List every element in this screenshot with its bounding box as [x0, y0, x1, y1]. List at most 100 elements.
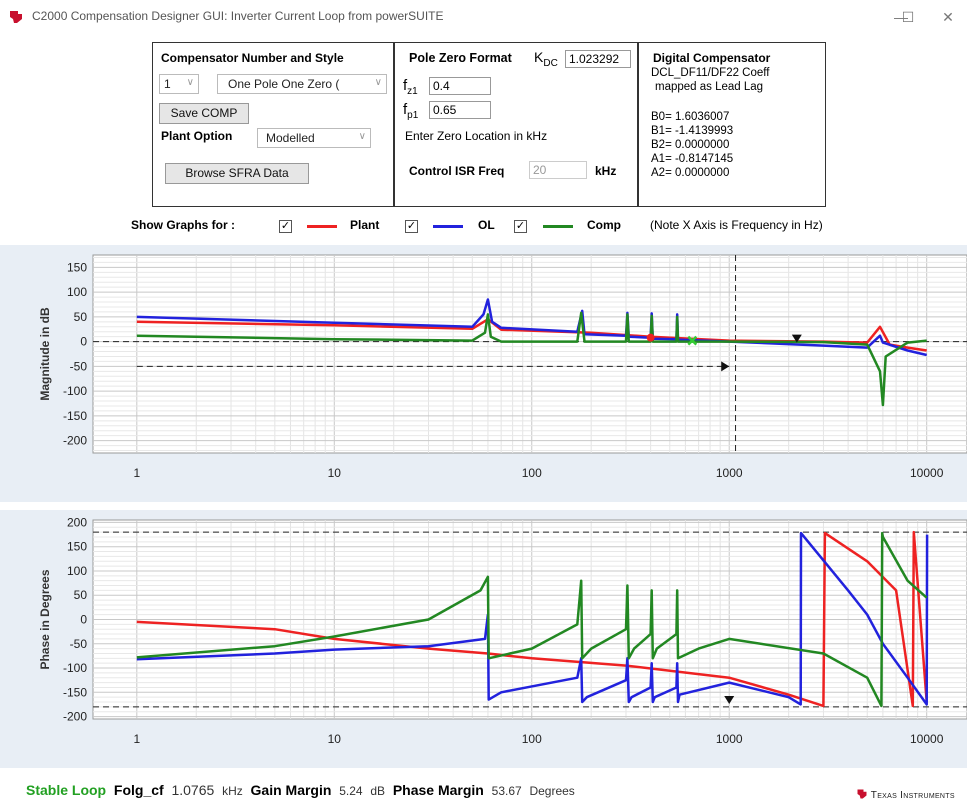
folg-unit: kHz — [222, 784, 243, 798]
digital-compensator-panel: Digital Compensator DCL_DF11/DF22 Coeff … — [638, 42, 826, 207]
gain-margin-value: 5.24 — [339, 784, 363, 798]
gain-margin-label: Gain Margin — [250, 782, 332, 798]
compensator-style-value: One Pole One Zero ( — [228, 77, 340, 91]
x-tick-label: 1000 — [716, 466, 743, 480]
phase-margin-label: Phase Margin — [392, 782, 484, 798]
ti-brand-text: Texas Instruments — [870, 790, 955, 801]
y-tick-label: 150 — [67, 260, 87, 274]
plot-frame — [92, 254, 967, 454]
browse-sfra-button[interactable]: Browse SFRA Data — [165, 163, 309, 184]
ti-brand-icon — [857, 789, 867, 799]
ti-logo-icon — [10, 11, 22, 23]
phase-margin-value: 53.67 — [491, 784, 522, 798]
chevron-down-icon: ∨ — [358, 131, 366, 142]
margin-marker — [791, 334, 802, 343]
digital-line1: DCL_DF11/DF22 Coeff — [651, 67, 770, 79]
y-tick-label: 200 — [67, 515, 87, 529]
plant-swatch — [307, 225, 337, 228]
y-tick-label: 0 — [80, 335, 87, 349]
minimize-button[interactable]: — — [894, 9, 908, 25]
x-tick-label: 10000 — [910, 732, 944, 746]
plant-checkbox[interactable]: ✓ — [279, 220, 292, 233]
chevron-down-icon: ∨ — [374, 77, 382, 88]
digital-line2: mapped as Lead Lag — [655, 81, 764, 93]
graph-legend: Show Graphs for : ✓ Plant ✓ OL ✓ Comp (N… — [0, 214, 967, 238]
y-tick-label: 50 — [74, 310, 88, 324]
save-comp-button[interactable]: Save COMP — [159, 103, 249, 124]
chevron-down-icon: ∨ — [186, 77, 194, 88]
isr-freq-label: Control ISR Freq — [409, 164, 505, 178]
y-tick-label: -150 — [63, 409, 87, 423]
status-bar: Stable Loop Folg_cf 1.0765 kHz Gain Marg… — [26, 782, 575, 798]
close-button[interactable]: ✕ — [942, 9, 954, 25]
stable-loop-label: Stable Loop — [26, 782, 107, 798]
y-tick-label: -200 — [63, 710, 87, 724]
kdc-label: KDC — [534, 49, 558, 69]
series-plant — [136, 530, 928, 708]
compensator-number-select[interactable]: 1 ∨ — [159, 74, 199, 94]
ol-checkbox[interactable]: ✓ — [405, 220, 418, 233]
x-tick-label: 1 — [133, 732, 140, 746]
comp-legend-label: Comp — [587, 218, 621, 232]
fp1-input[interactable]: 0.65 — [429, 101, 491, 119]
coeff-b1: B1= -1.4139993 — [651, 125, 734, 137]
pole-zero-panel: Pole Zero Format KDC 1.023292 fz1 0.4 fp… — [394, 42, 638, 207]
maximize-button[interactable]: ☐ — [901, 9, 915, 25]
ti-brand: Texas Instruments — [856, 788, 955, 801]
x-tick-label: 100 — [522, 732, 542, 746]
gain-margin-unit: dB — [370, 784, 386, 798]
series-comp — [136, 531, 928, 708]
compensator-header: Compensator Number and Style — [161, 51, 344, 65]
x-tick-label: 10 — [328, 466, 342, 480]
isr-freq-input[interactable]: 20 — [529, 161, 587, 179]
fp1-label: fp1 — [403, 101, 419, 121]
ol-legend-label: OL — [478, 218, 495, 232]
pole-zero-header: Pole Zero Format — [409, 51, 512, 65]
x-tick-label: 100 — [522, 466, 542, 480]
show-graphs-label: Show Graphs for : — [131, 218, 236, 232]
y-tick-label: -200 — [63, 434, 87, 448]
magnitude-chart: 150 100 50 0 -50 -100 -150 -200 1 10 100 1000 10000 M… — [38, 254, 967, 480]
fz1-input[interactable]: 0.4 — [429, 77, 491, 95]
x-tick-label: 1000 — [716, 732, 743, 746]
digital-header: Digital Compensator — [653, 51, 771, 65]
compensator-panel: Compensator Number and Style 1 ∨ One Pol… — [152, 42, 394, 207]
plant-option-label: Plant Option — [161, 129, 233, 143]
coeff-a2: A2= 0.0000000 — [651, 167, 730, 179]
x-tick-label: 10 — [328, 732, 342, 746]
y-axis-label: Phase in Degrees — [38, 569, 52, 669]
title-bar: C2000 Compensation Designer GUI: Inverte… — [0, 0, 967, 34]
series-ol — [136, 298, 927, 357]
plant-option-value: Modelled — [266, 131, 315, 145]
coeff-b2: B2= 0.0000000 — [651, 139, 730, 151]
compensator-style-select[interactable]: One Pole One Zero ( ∨ — [217, 74, 387, 94]
y-tick-label: 100 — [67, 285, 87, 299]
comp-swatch — [543, 225, 573, 228]
y-tick-label: 100 — [67, 564, 87, 578]
y-axis-label: Magnitude in dB — [38, 307, 52, 401]
phase-chart: 200 150 100 50 0 -50 -100 -150 -200 1 10 100 1000 100… — [38, 515, 967, 746]
folg-value: 1.0765 — [171, 782, 215, 798]
window-title: C2000 Compensation Designer GUI: Inverte… — [32, 9, 444, 23]
plant-legend-label: Plant — [350, 218, 380, 232]
margin-marker — [724, 696, 735, 705]
y-tick-label: -50 — [70, 359, 88, 373]
plant-option-select[interactable]: Modelled ∨ — [257, 128, 371, 148]
y-tick-label: 0 — [80, 613, 87, 627]
y-tick-label: -100 — [63, 661, 87, 675]
y-tick-label: -100 — [63, 384, 87, 398]
ol-swatch — [433, 225, 463, 228]
y-tick-label: -50 — [70, 637, 88, 651]
phase-margin-unit: Degrees — [529, 784, 575, 798]
fz1-label: fz1 — [403, 77, 418, 97]
compensator-number-value: 1 — [164, 77, 171, 91]
y-tick-label: -150 — [63, 685, 87, 699]
y-tick-label: 50 — [74, 588, 88, 602]
coeff-a1: A1= -0.8147145 — [651, 153, 734, 165]
axis-note: (Note X Axis is Frequency in Hz) — [650, 218, 823, 232]
x-tick-label: 10000 — [910, 466, 944, 480]
comp-checkbox[interactable]: ✓ — [514, 220, 527, 233]
kdc-input[interactable]: 1.023292 — [565, 50, 631, 68]
zero-marker — [646, 333, 655, 342]
y-tick-label: 150 — [67, 540, 87, 554]
